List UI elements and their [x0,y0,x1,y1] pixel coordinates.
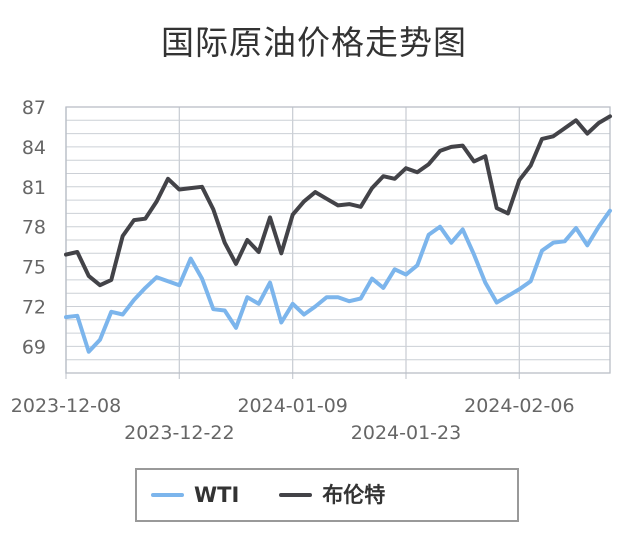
x-tick-label: 2023-12-08 [11,395,121,417]
chart-title: 国际原油价格走势图 [161,23,467,62]
y-tick-label: 75 [22,257,46,279]
legend-label-brent: 布伦特 [322,482,386,507]
gridlines [65,107,610,379]
x-tick-label: 2024-02-06 [464,395,574,417]
legend-label-wti: WTI [194,482,240,507]
y-tick-label: 87 [22,97,46,119]
x-tick-label: 2024-01-09 [237,395,347,417]
wti-line-swatch-icon [151,493,184,497]
x-axis-labels: 2023-12-082023-12-222024-01-092024-01-23… [11,395,575,444]
y-tick-label: 81 [22,177,46,199]
y-tick-label: 78 [22,217,46,239]
chart-legend: WTI 布伦特 [135,468,519,522]
wti-line [64,208,612,354]
y-axis-labels: 69 72 75 78 81 84 87 [22,97,46,358]
x-tick-label: 2023-12-22 [124,422,234,444]
legend-item-wti[interactable]: WTI [151,482,240,507]
brent-line [64,114,612,288]
plot-border [65,106,611,374]
y-tick-label: 69 [22,336,46,358]
y-tick-label: 84 [22,137,46,159]
brent-line-swatch-icon [279,493,313,497]
y-tick-label: 72 [22,297,46,319]
x-tick-label: 2024-01-23 [351,422,461,444]
legend-item-brent[interactable]: 布伦特 [279,482,386,507]
chart-plot-area: 697275788184872023-12-082023-12-222024-0… [11,97,612,444]
